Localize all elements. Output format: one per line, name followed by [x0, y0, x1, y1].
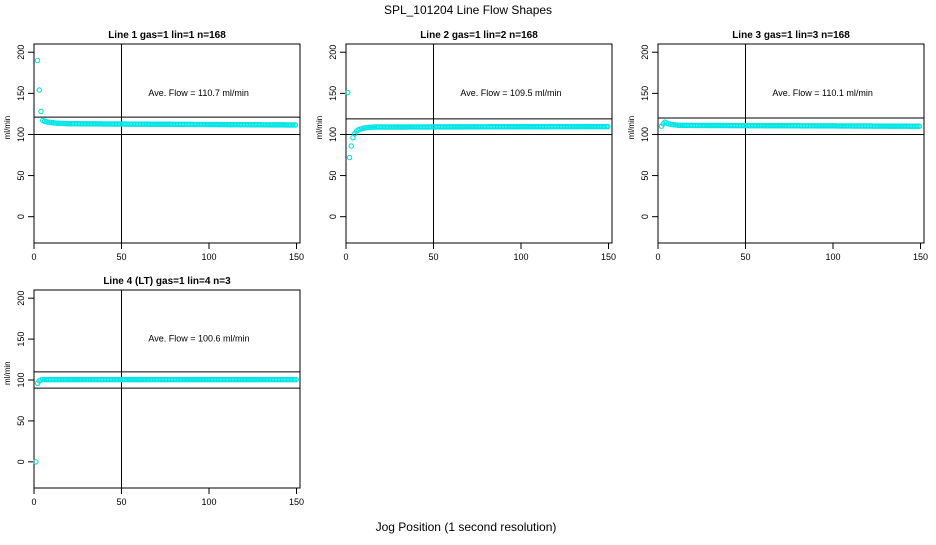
plot-title: Line 2 gas=1 lin=2 n=168	[420, 30, 538, 41]
plot-title: Line 1 gas=1 lin=1 n=168	[108, 30, 226, 41]
plot-frame	[33, 43, 301, 244]
y-tick-label: 50	[16, 416, 26, 426]
x-tick-label: 50	[740, 252, 750, 262]
y-tick-label: 200	[328, 45, 338, 60]
average-flow-label: Ave. Flow = 110.7 ml/min	[148, 88, 248, 98]
data-point	[39, 376, 46, 383]
y-tick-label: 200	[16, 45, 26, 60]
data-point	[36, 87, 42, 93]
x-tick-label: 150	[289, 252, 304, 262]
average-flow-label: Ave. Flow = 100.6 ml/min	[148, 334, 249, 344]
plot-frame	[33, 289, 301, 489]
plot-frame	[657, 43, 925, 244]
x-tick-label: 150	[601, 252, 616, 262]
y-axis-label: ml/min	[3, 361, 12, 385]
y-tick-label: 150	[640, 86, 650, 101]
x-tick-label: 100	[201, 252, 216, 262]
y-tick-label: 0	[16, 214, 26, 219]
y-tick-label: 0	[16, 459, 26, 464]
y-tick-label: 200	[16, 291, 26, 306]
data-point	[344, 89, 351, 96]
x-tick-label: 0	[31, 497, 36, 507]
x-tick-label: 50	[116, 497, 126, 507]
y-axis-label: ml/min	[3, 116, 12, 140]
x-tick-label: 50	[116, 252, 126, 262]
y-axis-label: ml/min	[627, 116, 636, 140]
x-tick-label: 100	[513, 252, 528, 262]
data-point	[916, 123, 923, 129]
average-flow-label: Ave. Flow = 110.1 ml/min	[772, 88, 872, 98]
y-tick-label: 0	[640, 214, 650, 219]
y-tick-label: 150	[16, 332, 26, 347]
plot-title: Line 4 (LT) gas=1 lin=4 n=3	[103, 276, 231, 287]
y-tick-label: 100	[16, 372, 26, 387]
figure-x-axis-label: Jog Position (1 second resolution)	[376, 520, 557, 534]
plot-panel-4: Line 4 (LT) gas=1 lin=4 n=3 ml/min 0 50 100 1…	[3, 276, 304, 507]
x-tick-label: 0	[31, 252, 36, 262]
x-tick-label: 0	[655, 252, 660, 262]
x-tick-label: 100	[825, 252, 840, 262]
plot-frame	[345, 43, 613, 244]
figure-title: SPL_101204 Line Flow Shapes	[384, 3, 552, 17]
y-tick-label: 50	[640, 171, 650, 181]
average-flow-label: Ave. Flow = 109.5 ml/min	[460, 88, 561, 98]
x-tick-label: 150	[289, 497, 304, 507]
y-tick-label: 150	[328, 86, 338, 101]
y-tick-label: 0	[328, 214, 338, 219]
data-point	[346, 154, 353, 161]
x-tick-label: 150	[913, 252, 928, 262]
y-tick-label: 50	[16, 171, 26, 181]
y-tick-label: 50	[328, 171, 338, 181]
y-tick-label: 200	[640, 45, 650, 60]
y-axis-label: ml/min	[315, 116, 324, 140]
data-point	[38, 108, 44, 115]
y-tick-label: 100	[328, 127, 338, 142]
data-point	[605, 123, 611, 130]
y-tick-label: 150	[16, 86, 26, 101]
data-point	[348, 143, 354, 149]
plot-panel-2: Line 2 gas=1 lin=2 n=168 ml/min 0 50 100 150 0…	[315, 30, 616, 262]
data-point	[293, 376, 299, 383]
y-tick-label: 100	[640, 127, 650, 142]
x-tick-label: 50	[428, 252, 438, 262]
plot-panel-1: Line 1 gas=1 lin=1 n=168 ml/min 0 50 100 150 0…	[3, 30, 304, 262]
y-tick-label: 100	[16, 127, 26, 142]
x-tick-label: 0	[343, 252, 348, 262]
x-tick-label: 100	[201, 497, 216, 507]
data-point	[34, 57, 41, 64]
data-point	[292, 122, 299, 128]
plot-panel-3: Line 3 gas=1 lin=3 n=168 ml/min 0 50 100 150 0…	[627, 30, 928, 262]
data-point	[32, 459, 39, 465]
plot-title: Line 3 gas=1 lin=3 n=168	[732, 30, 850, 41]
